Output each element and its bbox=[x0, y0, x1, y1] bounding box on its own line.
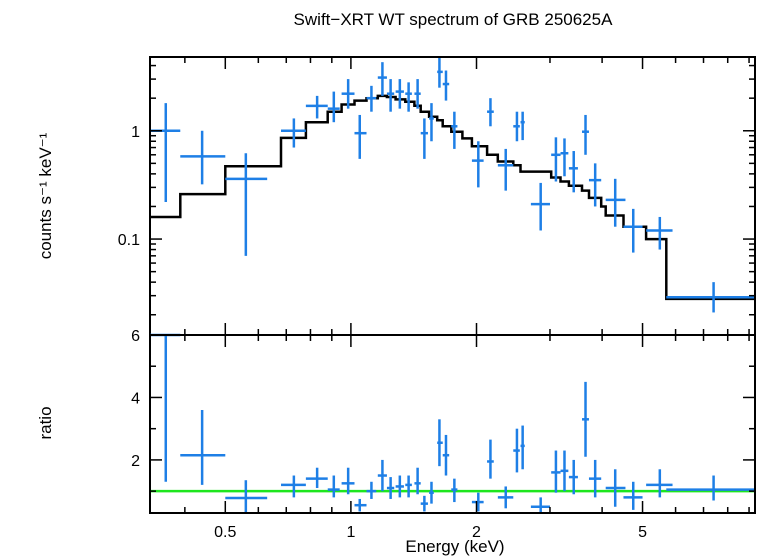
spectrum-point bbox=[341, 79, 355, 109]
spectrum-point bbox=[327, 91, 340, 123]
spectrum-point bbox=[497, 148, 514, 191]
spectrum-frame bbox=[149, 56, 756, 336]
x-tick-label: 1 bbox=[346, 524, 355, 541]
ratio-data-layer bbox=[150, 333, 755, 513]
spectrum-point bbox=[405, 82, 412, 112]
y-tick-label-spectrum: 0.1 bbox=[118, 232, 140, 249]
ratio-point bbox=[395, 475, 404, 498]
spectrum-point bbox=[588, 163, 602, 207]
y-axis-label-ratio: ratio bbox=[36, 406, 55, 439]
chart-title: Swift−XRT WT spectrum of GRB 250625A bbox=[294, 10, 614, 29]
spectrum-point bbox=[281, 118, 306, 148]
spectrum-point bbox=[395, 79, 404, 109]
spectrum-point bbox=[666, 282, 755, 313]
ratio-point bbox=[437, 419, 443, 467]
spectrum-point bbox=[429, 103, 434, 142]
ratio-point bbox=[341, 467, 355, 495]
ratio-point bbox=[497, 486, 514, 509]
x-axis-label: Energy (keV) bbox=[405, 537, 504, 556]
data-layer bbox=[150, 57, 755, 313]
ratio-point bbox=[442, 434, 450, 476]
ratio-point bbox=[305, 467, 328, 489]
spectrum-point bbox=[451, 111, 458, 149]
spectrum-point bbox=[471, 141, 484, 188]
spectrum-point bbox=[366, 85, 377, 112]
ratio-panel: 0.5 1 2 5 2 4 6 bbox=[131, 328, 756, 541]
spectrum-point bbox=[442, 70, 450, 101]
ratio-point bbox=[646, 469, 673, 498]
ratio-point bbox=[281, 475, 306, 498]
spectrum-point bbox=[487, 98, 494, 127]
ratio-point bbox=[414, 467, 421, 495]
x-tick-label: 2 bbox=[472, 524, 481, 541]
spectrum-point bbox=[530, 182, 550, 231]
ratio-point bbox=[386, 477, 395, 499]
spectrum-point bbox=[568, 151, 578, 193]
ratio-point bbox=[513, 428, 520, 473]
ratio-point bbox=[327, 475, 340, 498]
spectrum-point bbox=[520, 111, 525, 141]
spectrum-point bbox=[420, 118, 428, 159]
ratio-point bbox=[487, 439, 494, 479]
ratio-point bbox=[666, 475, 755, 501]
ratio-point bbox=[420, 495, 428, 512]
spectrum-tick-layer: 0.11 bbox=[118, 57, 755, 335]
y-tick-label-ratio: 6 bbox=[131, 328, 140, 345]
y-tick-label-spectrum: 1 bbox=[131, 124, 140, 141]
ratio-point bbox=[429, 481, 434, 504]
ratio-point bbox=[623, 481, 643, 510]
spectrum-point bbox=[582, 114, 589, 155]
ratio-point bbox=[405, 475, 412, 498]
model-curve bbox=[150, 94, 755, 301]
y-axis-label-spectrum: counts s⁻¹ keV⁻¹ bbox=[36, 132, 55, 259]
ratio-point bbox=[354, 498, 367, 512]
spectrum-point bbox=[305, 95, 328, 119]
y-tick-label-ratio: 4 bbox=[131, 390, 140, 407]
ratio-point bbox=[180, 409, 226, 485]
x-tick-label: 0.5 bbox=[214, 524, 236, 541]
ratio-point bbox=[451, 478, 458, 503]
ratio-point bbox=[568, 459, 578, 495]
ratio-point bbox=[605, 469, 626, 507]
spectrum-point bbox=[354, 114, 367, 159]
ratio-point bbox=[377, 459, 387, 492]
ratio-point bbox=[582, 381, 589, 457]
spectrum-point bbox=[377, 62, 387, 96]
y-tick-label-ratio: 2 bbox=[131, 453, 140, 470]
ratio-tick-layer: 0.5 1 2 5 2 4 6 bbox=[131, 328, 755, 541]
spectrum-point bbox=[414, 79, 421, 109]
ratio-point bbox=[366, 481, 377, 499]
ratio-point bbox=[530, 497, 550, 513]
spectrum-point bbox=[437, 57, 443, 88]
ratio-point bbox=[560, 450, 569, 492]
ratio-point bbox=[225, 480, 268, 513]
spectrum-point bbox=[180, 130, 226, 185]
spectrum-point bbox=[386, 79, 395, 112]
ratio-point bbox=[471, 492, 484, 512]
ratio-point bbox=[520, 425, 525, 470]
x-tick-label: 5 bbox=[638, 524, 647, 541]
spectrum-point bbox=[225, 153, 268, 256]
spectrum-panel: 0.11 bbox=[118, 56, 756, 336]
model-layer bbox=[150, 94, 755, 301]
ratio-point bbox=[551, 450, 561, 493]
spectrum-point bbox=[560, 138, 569, 177]
spectrum-point bbox=[551, 137, 561, 182]
spectrum-point bbox=[513, 111, 520, 142]
spectrum-point bbox=[623, 208, 643, 253]
ratio-frame bbox=[149, 334, 756, 514]
ratio-point bbox=[588, 459, 602, 498]
spectrum-point bbox=[646, 216, 673, 250]
spectrum-point bbox=[605, 178, 626, 227]
